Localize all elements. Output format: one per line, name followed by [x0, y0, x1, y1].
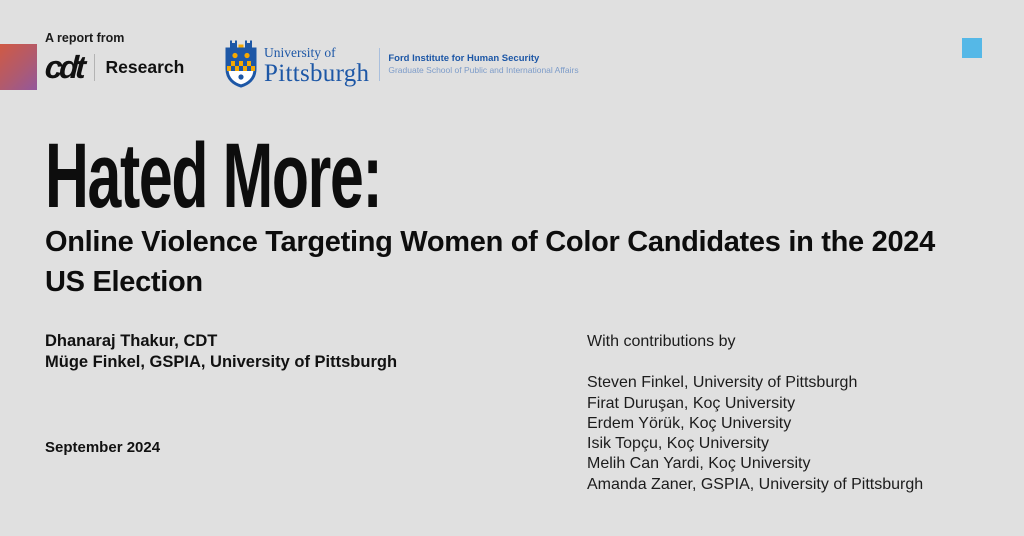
- ford-institute-lockup: Ford Institute for Human Security Gradua…: [388, 53, 578, 76]
- contributor-line: Melih Can Yardi, Koç University: [587, 455, 811, 473]
- cdt-logo: cdt Research: [44, 49, 185, 85]
- contributors-list: Steven Finkel, University of Pittsburgh …: [587, 373, 923, 495]
- logo-divider: [93, 53, 95, 81]
- report-from-label: A report from: [45, 31, 125, 45]
- contributions-heading: With contributions by: [587, 333, 736, 350]
- cdt-research-label: Research: [105, 56, 185, 77]
- pitt-wordmark-line1: University of: [264, 45, 336, 60]
- contributor-line: Isik Topçu, Koç University: [587, 435, 769, 453]
- pitt-shield-icon: [225, 40, 257, 88]
- ford-institute-name: Ford Institute for Human Security: [388, 53, 540, 64]
- author-line: Müge Finkel, GSPIA, University of Pittsb…: [45, 353, 398, 371]
- author-line: Dhanaraj Thakur, CDT: [45, 332, 218, 350]
- cdt-logo-icon: cdt: [44, 49, 84, 85]
- page-title: Hated More:: [45, 125, 383, 227]
- pitt-logo: University of Pittsburgh Ford Institute …: [224, 40, 579, 88]
- contributor-line: Steven Finkel, University of Pittsburgh: [587, 374, 858, 392]
- authors-block: Dhanaraj Thakur, CDT Müge Finkel, GSPIA,…: [45, 331, 397, 373]
- pitt-wordmark: University of Pittsburgh: [264, 40, 369, 86]
- gradient-accent-square: [0, 44, 37, 90]
- contributor-line: Erdem Yörük, Koç University: [587, 414, 792, 432]
- graduate-school-name: Graduate School of Public and Internatio…: [388, 64, 579, 75]
- contributions-block: With contributions by Steven Finkel, Uni…: [587, 332, 923, 495]
- page-subtitle: Online Violence Targeting Women of Color…: [45, 226, 935, 298]
- publication-date: September 2024: [45, 439, 161, 456]
- blue-accent-square: [962, 38, 982, 58]
- pitt-wordmark-line2: Pittsburgh: [264, 59, 370, 87]
- logo-divider: [379, 48, 381, 81]
- contributor-line: Amanda Zaner, GSPIA, University of Pitts…: [587, 475, 924, 493]
- contributor-line: Firat Duruşan, Koç University: [587, 394, 796, 412]
